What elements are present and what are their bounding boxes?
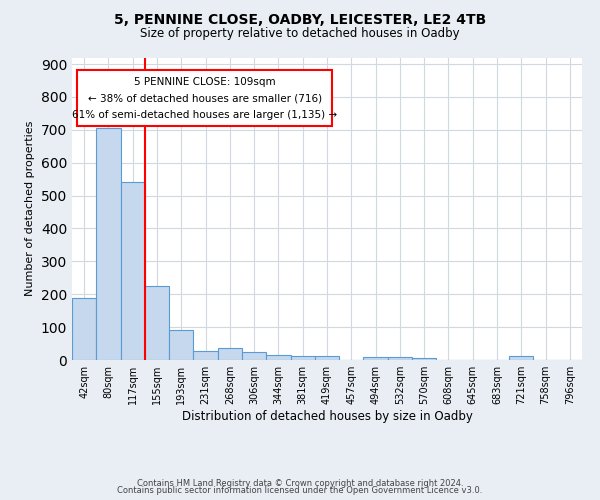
Y-axis label: Number of detached properties: Number of detached properties	[25, 121, 35, 296]
Bar	[290, 356, 315, 360]
Bar	[193, 352, 218, 360]
Bar	[315, 356, 339, 360]
Text: 5, PENNINE CLOSE, OADBY, LEICESTER, LE2 4TB: 5, PENNINE CLOSE, OADBY, LEICESTER, LE2 …	[114, 12, 486, 26]
Text: Contains HM Land Registry data © Crown copyright and database right 2024.: Contains HM Land Registry data © Crown c…	[137, 478, 463, 488]
Text: 61% of semi-detached houses are larger (1,135) →: 61% of semi-detached houses are larger (…	[72, 110, 337, 120]
Bar	[96, 128, 121, 360]
Bar	[364, 356, 388, 360]
Bar	[388, 357, 412, 360]
Bar	[266, 356, 290, 360]
Text: Size of property relative to detached houses in Oadby: Size of property relative to detached ho…	[140, 28, 460, 40]
Bar	[218, 348, 242, 360]
Bar	[145, 286, 169, 360]
FancyBboxPatch shape	[77, 70, 332, 126]
X-axis label: Distribution of detached houses by size in Oadby: Distribution of detached houses by size …	[182, 410, 472, 423]
Text: ← 38% of detached houses are smaller (716): ← 38% of detached houses are smaller (71…	[88, 94, 322, 104]
Text: Contains public sector information licensed under the Open Government Licence v3: Contains public sector information licen…	[118, 486, 482, 495]
Bar	[412, 358, 436, 360]
Bar	[509, 356, 533, 360]
Bar	[121, 182, 145, 360]
Bar	[242, 352, 266, 360]
Bar	[72, 298, 96, 360]
Bar	[169, 330, 193, 360]
Text: 5 PENNINE CLOSE: 109sqm: 5 PENNINE CLOSE: 109sqm	[134, 77, 275, 87]
